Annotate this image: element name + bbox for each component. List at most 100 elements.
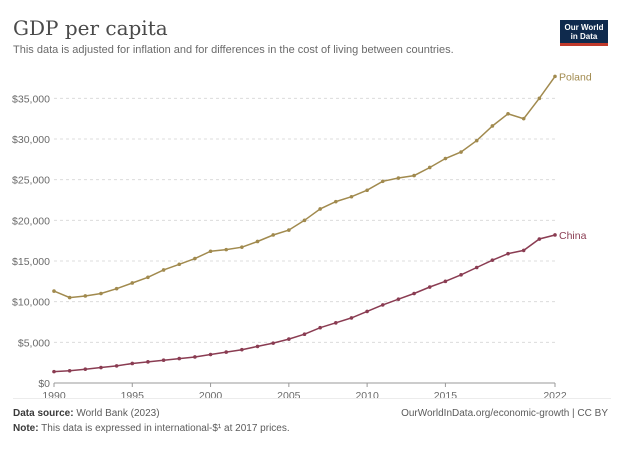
data-point-poland: [177, 262, 182, 267]
logo-line-1: Our World: [564, 23, 604, 32]
data-point-china: [521, 248, 526, 253]
series-label-poland: Poland: [559, 71, 592, 83]
data-point-poland: [161, 268, 166, 272]
data-point-china: [349, 316, 354, 320]
data-point-china: [208, 352, 213, 357]
x-tick-label: 2005: [277, 390, 301, 402]
data-note: Note: This data is expressed in internat…: [13, 423, 290, 434]
axis-layer: $0 $5,000 $10,000 $15,000 $20,000 $25,000 $30,…: [12, 93, 567, 402]
data-point-poland: [490, 124, 495, 128]
y-tick-label: $10,000: [12, 297, 50, 309]
data-point-poland: [240, 245, 244, 249]
data-point-china: [427, 285, 432, 289]
data-point-china: [146, 360, 150, 364]
data-point-china: [318, 325, 322, 330]
data-point-china: [506, 251, 510, 256]
data-point-poland: [287, 228, 291, 232]
x-tick-label: 2000: [199, 390, 223, 402]
note-text: This data is expressed in international-…: [41, 423, 290, 434]
data-point-china: [193, 355, 197, 359]
data-point-china: [365, 309, 369, 314]
footer-divider: [13, 398, 611, 399]
series-layer: [52, 74, 557, 374]
y-tick-label: $15,000: [12, 256, 50, 268]
x-tick-label: 2015: [434, 390, 458, 402]
data-point-china: [83, 367, 88, 371]
data-point-poland: [193, 256, 197, 261]
data-point-poland: [506, 111, 510, 116]
data-source-text: World Bank (2023): [76, 408, 160, 419]
data-point-poland: [349, 194, 354, 199]
series-line-poland: [53, 75, 556, 299]
data-source: Data source: World Bank (2023): [13, 408, 160, 419]
data-point-poland: [396, 176, 401, 180]
data-point-poland: [146, 275, 150, 280]
data-point-poland: [521, 116, 526, 121]
y-tick-label: $25,000: [12, 175, 50, 187]
data-point-poland: [224, 247, 229, 252]
data-point-china: [396, 297, 401, 302]
data-point-china: [99, 365, 103, 370]
data-point-china: [161, 358, 166, 363]
data-point-poland: [67, 295, 72, 300]
our-world-in-data-logo[interactable]: Our World in Data: [560, 20, 608, 46]
y-tick-label: $0: [38, 378, 50, 390]
data-point-poland: [459, 150, 463, 154]
data-point-poland: [334, 199, 338, 204]
data-point-china: [67, 369, 72, 373]
data-point-poland: [130, 281, 135, 285]
data-point-china: [474, 265, 479, 270]
data-point-china: [130, 361, 135, 366]
y-tick-label: $30,000: [12, 134, 50, 146]
grid-layer: [54, 97, 555, 384]
series-line-china: [53, 234, 556, 373]
data-point-poland: [427, 165, 432, 170]
data-point-china: [114, 364, 119, 368]
data-point-poland: [271, 233, 275, 237]
data-point-china: [490, 258, 495, 262]
data-point-china: [443, 279, 448, 284]
data-point-china: [459, 273, 463, 277]
data-point-china: [255, 344, 260, 349]
data-point-china: [177, 356, 182, 361]
data-point-china: [240, 347, 244, 352]
y-tick-label: $5,000: [18, 337, 50, 349]
data-point-china: [380, 303, 385, 307]
logo-line-2: in Data: [570, 32, 598, 41]
data-point-poland: [553, 74, 557, 79]
data-point-poland: [83, 294, 88, 298]
data-point-china: [537, 237, 542, 241]
data-point-poland: [412, 173, 416, 178]
chart-title: GDP per capita: [13, 16, 168, 40]
data-point-china: [271, 341, 275, 345]
data-point-china: [553, 233, 557, 237]
source-link[interactable]: OurWorldInData.org/economic-growth | CC …: [401, 408, 608, 419]
y-tick-label: $20,000: [12, 215, 50, 227]
series-label-china: China: [559, 230, 587, 242]
x-tick-label: 2010: [355, 390, 379, 402]
data-point-poland: [474, 138, 479, 143]
data-point-poland: [380, 179, 385, 184]
data-point-poland: [255, 239, 260, 244]
data-point-china: [52, 369, 56, 374]
data-point-poland: [443, 156, 448, 161]
data-source-label: Data source:: [13, 408, 74, 419]
data-point-poland: [52, 289, 56, 293]
x-tick-label: 1995: [121, 390, 145, 402]
chart-subtitle: This data is adjusted for inflation and …: [13, 44, 454, 56]
data-point-poland: [318, 207, 322, 211]
label-layer: Poland China: [559, 71, 592, 242]
y-tick-label: $35,000: [12, 93, 50, 105]
data-point-poland: [302, 218, 307, 223]
data-point-china: [412, 291, 416, 296]
data-point-china: [287, 337, 291, 341]
data-point-poland: [99, 291, 103, 296]
note-label: Note:: [13, 423, 39, 434]
data-point-china: [334, 321, 338, 325]
data-point-poland: [537, 96, 542, 101]
data-point-poland: [365, 188, 369, 193]
data-point-china: [224, 350, 229, 354]
x-tick-label: 1990: [42, 390, 66, 402]
data-point-poland: [208, 249, 213, 254]
